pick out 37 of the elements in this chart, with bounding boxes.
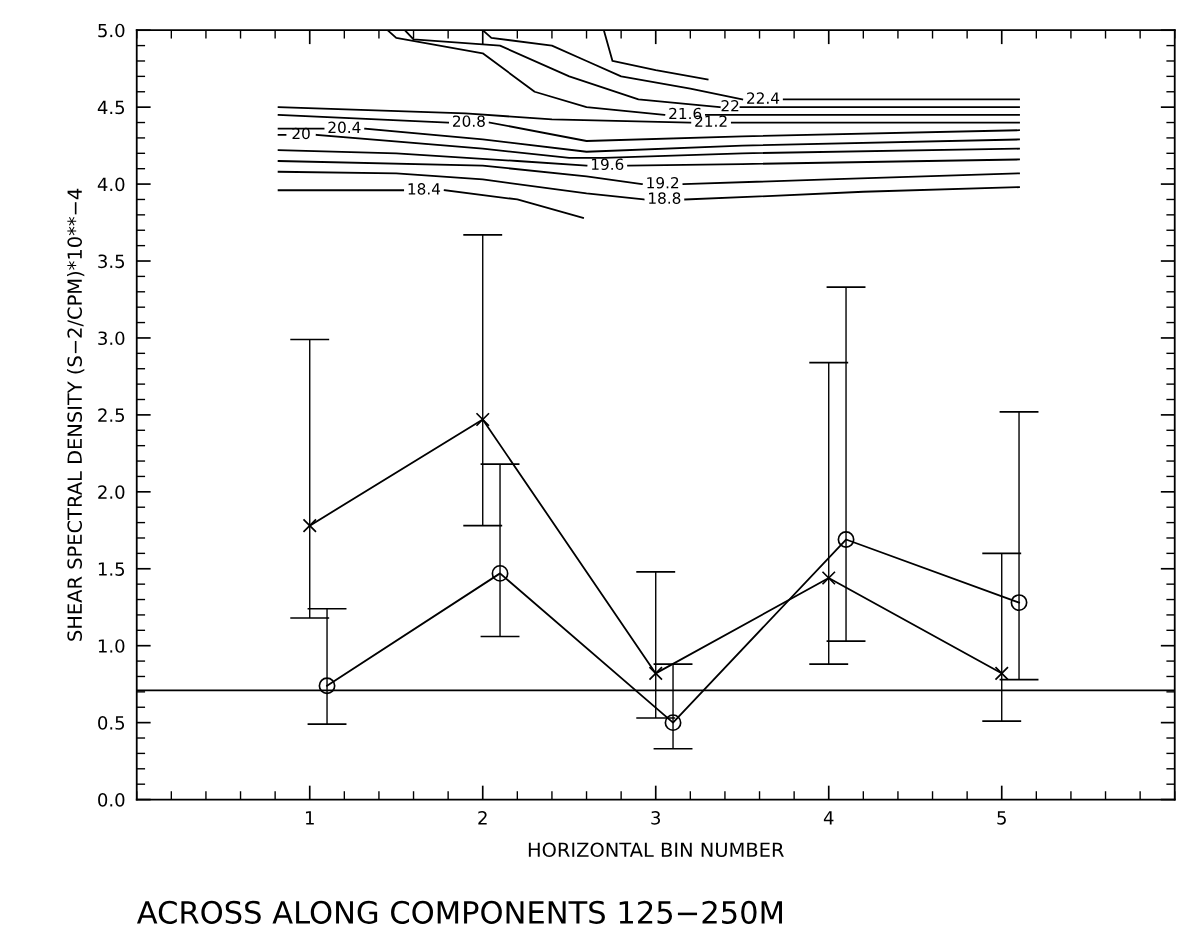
y-tick-label: 4.0 [97, 177, 125, 192]
series-label: 22.4 [747, 92, 780, 104]
y-tick-label: 1.0 [98, 639, 125, 653]
y-tick-label: 3.5 [98, 254, 125, 269]
series-label: 19.6 [591, 158, 624, 171]
y-tick-label: 2.0 [98, 485, 125, 499]
x-tick-label: 3 [651, 811, 661, 825]
y-tick-label: 5.0 [98, 23, 125, 38]
y-tick-label: 4.5 [97, 100, 125, 115]
point [994, 666, 1009, 681]
y-tick-label: 3.0 [98, 331, 125, 346]
point [837, 531, 855, 548]
point [491, 564, 509, 582]
y-tick-label: 0.0 [98, 793, 125, 807]
series-label: 20.8 [453, 115, 485, 127]
series-label: 19.2 [647, 176, 679, 189]
y-axis-title: SHEAR SPECTRAL DENSITY (S−2/CPM)*10**−4 [67, 188, 85, 641]
point [648, 666, 663, 681]
series-label: 22 [721, 100, 739, 112]
series-label: 18.8 [649, 192, 681, 204]
y-tick-label: 0.5 [98, 716, 125, 730]
series-label: 18.4 [408, 183, 441, 195]
x-axis-title: HORIZONTAL BIN NUMBER [528, 842, 784, 858]
point [318, 677, 336, 695]
x-tick-label: 1 [305, 811, 314, 825]
x-tick-label: 2 [478, 811, 487, 825]
point [1010, 594, 1028, 612]
series-label: 20.4 [328, 121, 361, 134]
y-tick-label: 2.5 [98, 408, 125, 422]
text: ACROSS ALONG COMPONENTS 125−250M [136, 900, 782, 924]
point [664, 714, 682, 732]
point [821, 570, 836, 586]
point [302, 518, 317, 533]
y-tick-label: 1.5 [98, 562, 125, 576]
x-tick-label: 5 [997, 811, 1006, 825]
x-tick-label: 4 [823, 811, 834, 825]
point [475, 412, 490, 427]
